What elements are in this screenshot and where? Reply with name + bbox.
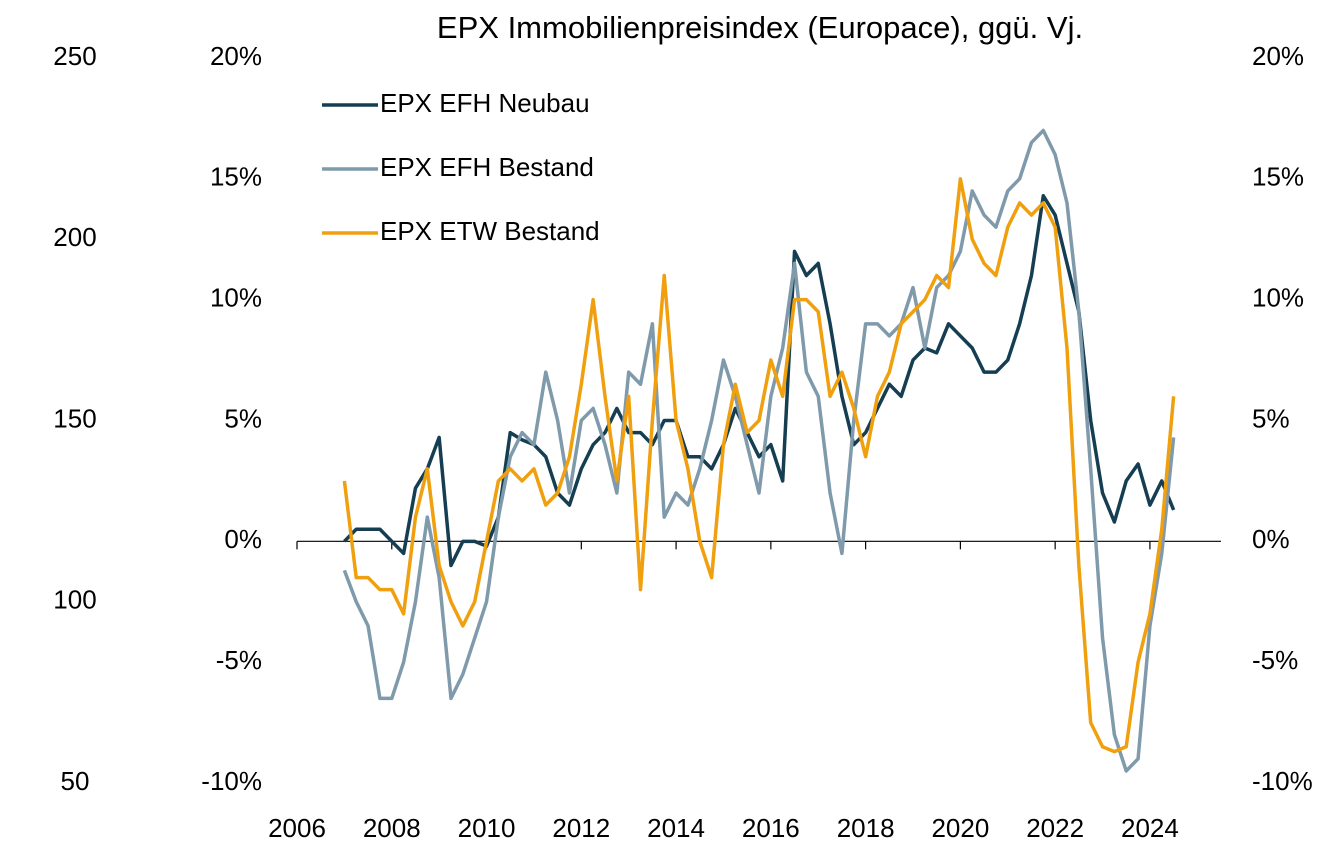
legend-label: EPX EFH Bestand <box>380 152 594 182</box>
x-tick-label: 2020 <box>931 813 989 843</box>
x-tick-label: 2010 <box>458 813 516 843</box>
y3-tick-label: 200 <box>53 222 96 252</box>
y2-tick-label: 0% <box>1252 524 1290 554</box>
y2-tick-label: -10% <box>1252 766 1313 796</box>
y-tick-label: 20% <box>210 41 262 71</box>
y2-tick-label: 5% <box>1252 403 1290 433</box>
y2-tick-label: 20% <box>1252 41 1304 71</box>
y-tick-label: 0% <box>224 524 262 554</box>
series-line <box>343 194 1176 568</box>
y3-tick-label: 150 <box>53 403 96 433</box>
x-tick-label: 2012 <box>552 813 610 843</box>
y-tick-label: -10% <box>201 766 262 796</box>
y-tick-label: -5% <box>216 645 262 675</box>
y3-tick-label: 250 <box>53 41 96 71</box>
y-tick-label: 10% <box>210 283 262 313</box>
x-tick-label: 2016 <box>742 813 800 843</box>
y2-tick-label: 15% <box>1252 162 1304 192</box>
series-line <box>342 128 1176 773</box>
x-tick-label: 2006 <box>268 813 326 843</box>
y2-tick-label: 10% <box>1252 283 1304 313</box>
y-tick-label: 15% <box>210 162 262 192</box>
y3-tick-label: 50 <box>61 766 90 796</box>
x-tick-label: 2008 <box>363 813 421 843</box>
x-tick-label: 2022 <box>1026 813 1084 843</box>
x-tick-label: 2018 <box>837 813 895 843</box>
series-line <box>342 177 1176 754</box>
x-tick-label: 2014 <box>647 813 705 843</box>
y-tick-label: 5% <box>224 403 262 433</box>
y3-tick-label: 100 <box>53 585 96 615</box>
legend-label: EPX EFH Neubau <box>380 88 590 118</box>
chart-title: EPX Immobilienpreisindex (Europace), ggü… <box>437 10 1083 45</box>
y2-tick-label: -5% <box>1252 645 1298 675</box>
x-tick-label: 2024 <box>1121 813 1179 843</box>
legend-label: EPX ETW Bestand <box>380 216 600 246</box>
